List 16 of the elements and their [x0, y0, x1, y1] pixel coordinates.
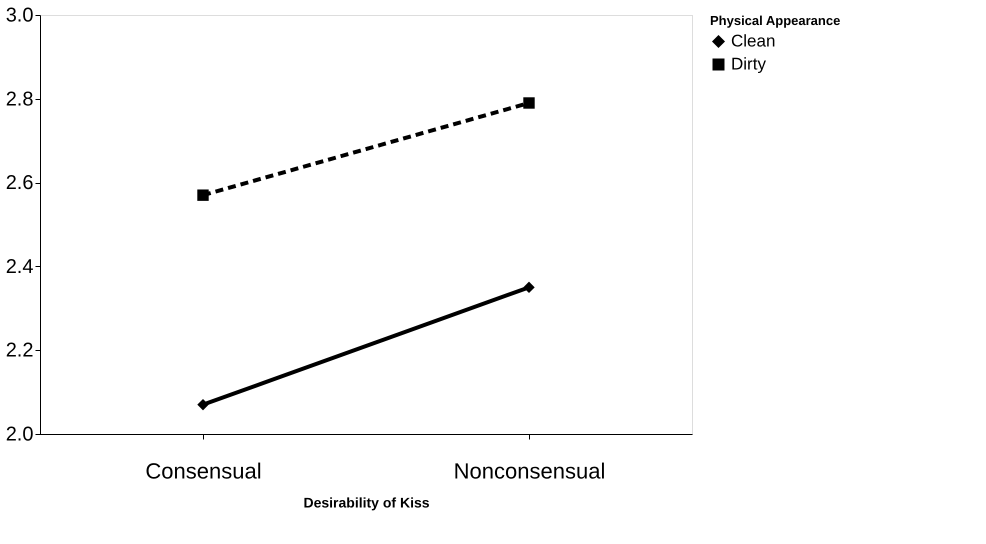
point — [197, 189, 209, 201]
y-tick-label: 3.0 — [6, 4, 34, 26]
point — [523, 282, 535, 294]
y-tick-label: 2.4 — [6, 256, 34, 278]
point — [523, 97, 535, 109]
y-tick-label: 2.0 — [6, 424, 34, 446]
point — [197, 398, 209, 410]
legend-label: Clean — [731, 32, 776, 50]
x-tick-label: Consensual — [145, 458, 262, 484]
x-tick-label: Nonconsensual — [454, 458, 606, 484]
legend-title: Physical Appearance — [710, 13, 840, 28]
y-tick-label: 2.6 — [6, 172, 34, 194]
legend-label: Dirty — [731, 54, 766, 74]
x-axis-title: Desirability of Kiss — [303, 494, 430, 510]
y-tick-label: 2.8 — [6, 88, 34, 110]
y-tick-label: 2.2 — [6, 340, 34, 362]
